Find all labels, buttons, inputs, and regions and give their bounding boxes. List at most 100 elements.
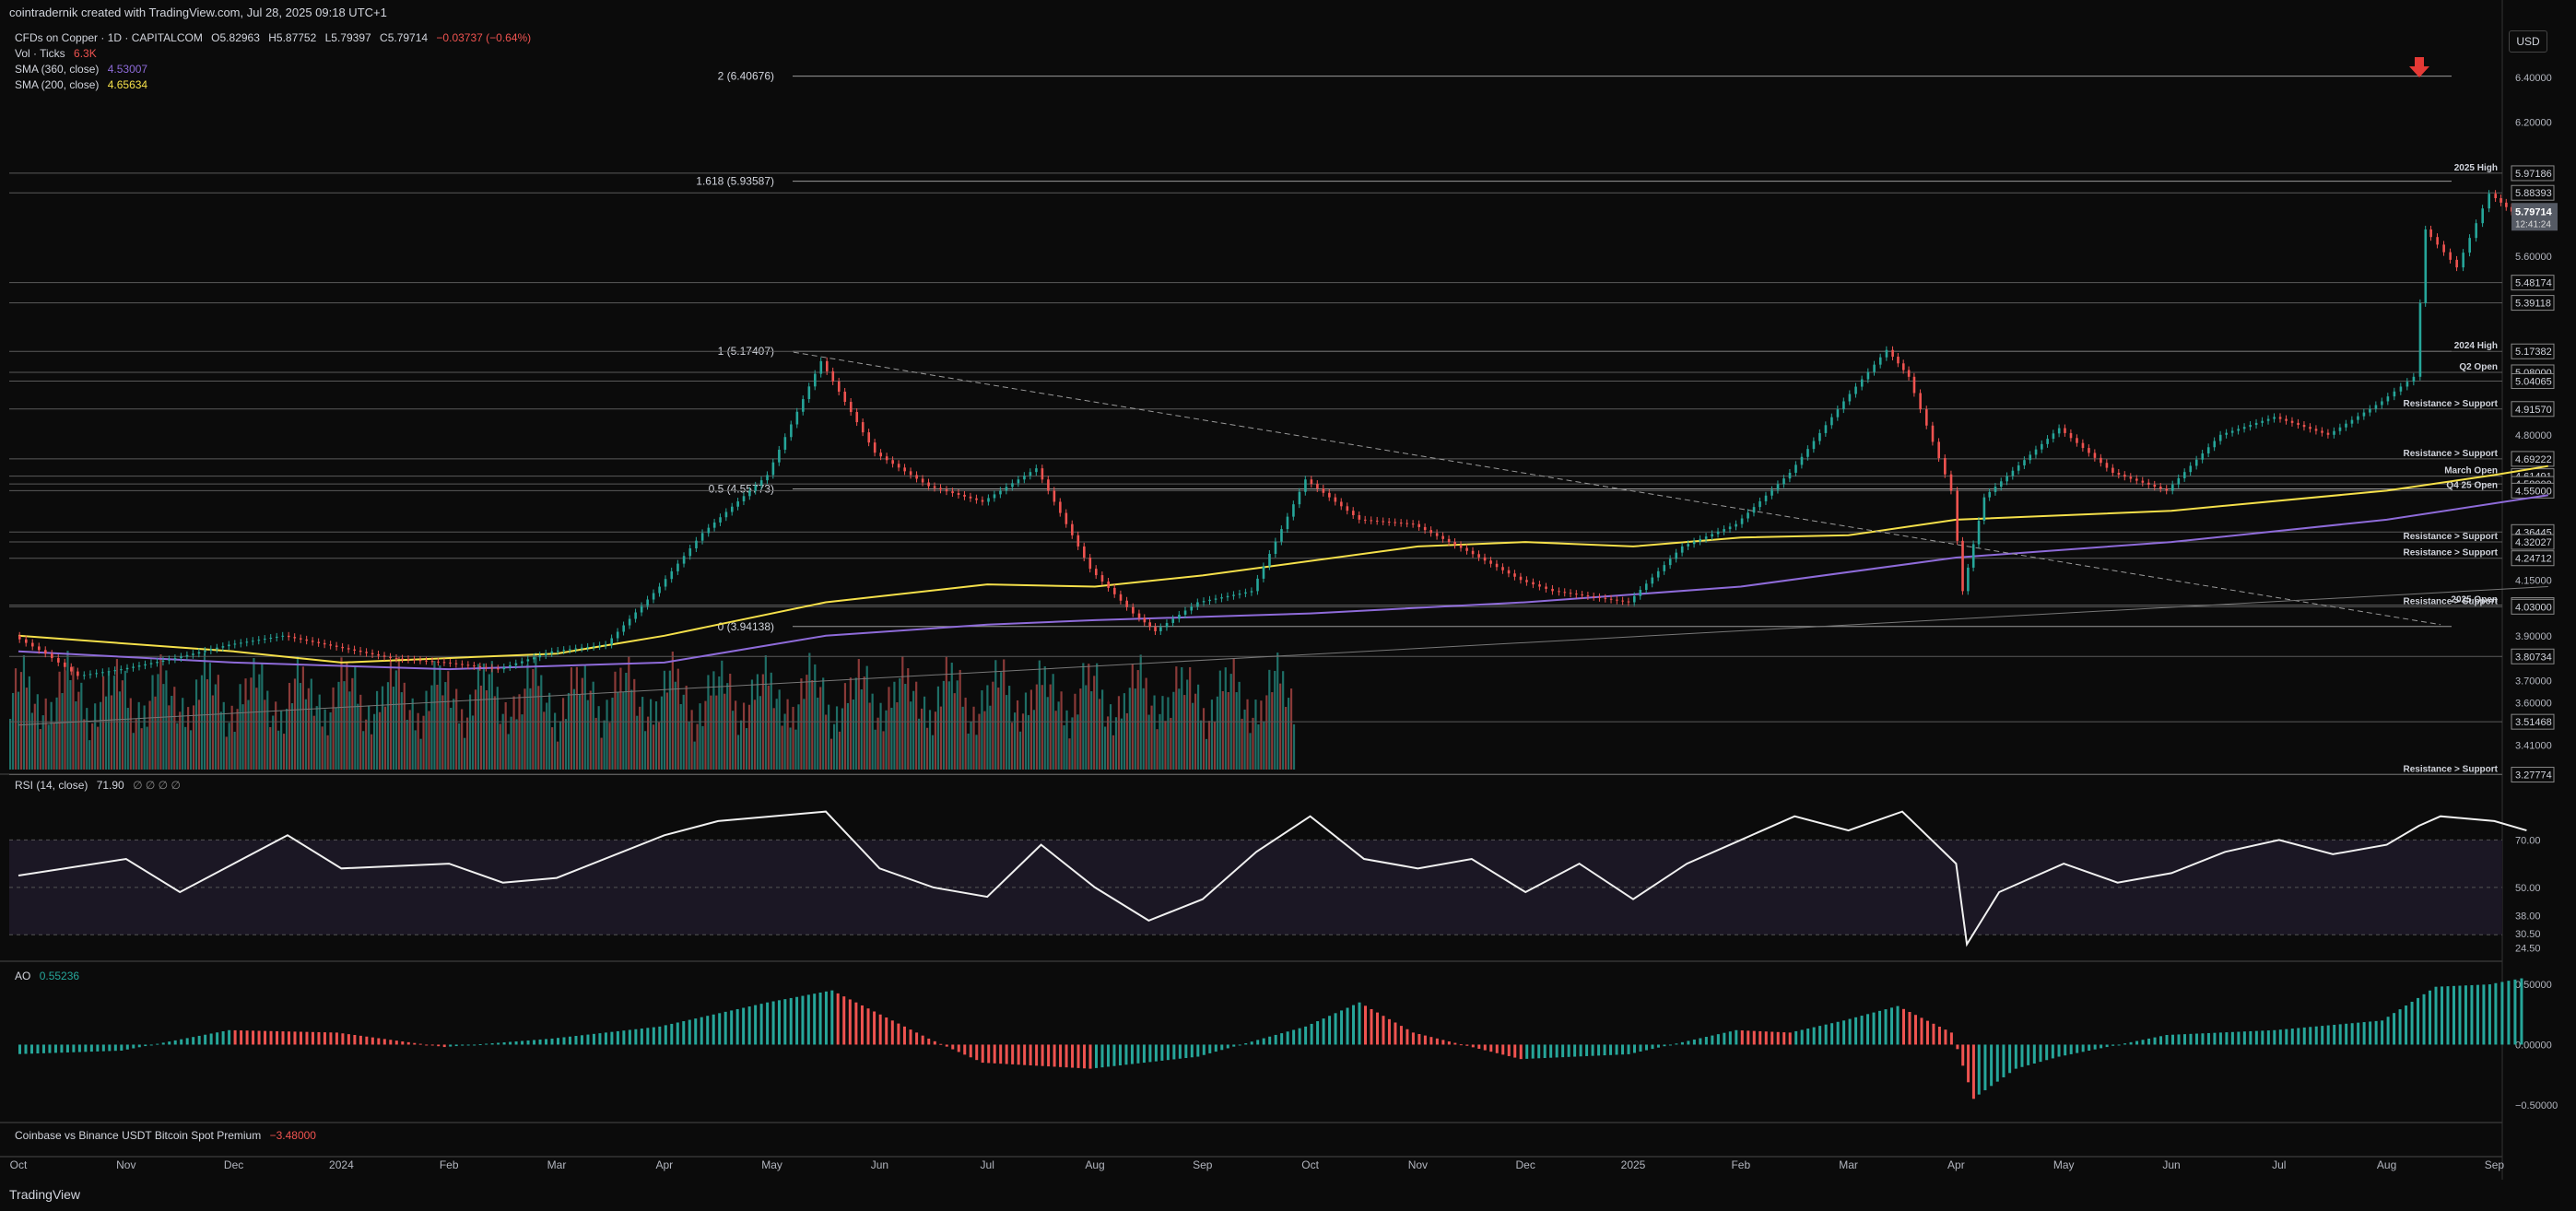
volume-bar (636, 715, 639, 770)
level-price-tag (2511, 165, 2555, 182)
ao-bar (2171, 1034, 2174, 1045)
level-price-text: 3.27774 (2515, 770, 2552, 782)
ao-bar (96, 1044, 100, 1052)
volume-bar (290, 703, 294, 770)
volume-bar (58, 671, 61, 770)
ao-bar (1627, 1044, 1630, 1054)
volume-bar (572, 688, 576, 770)
ao-bar (2386, 1017, 2390, 1045)
volume-bar (357, 703, 359, 770)
candle-body (1035, 468, 1038, 473)
candle-body (1358, 515, 1361, 520)
ao-bar (180, 1039, 183, 1045)
fib-level-label: 0.5 (4.55773) (709, 482, 774, 495)
ao-bar (347, 1034, 350, 1045)
volume-bar (182, 698, 184, 770)
ao-bar (568, 1036, 571, 1045)
rsi-extra: ∅ ∅ ∅ ∅ (133, 779, 181, 792)
premium-legend[interactable]: Coinbase vs Binance USDT Bitcoin Spot Pr… (15, 1129, 322, 1142)
volume-bar (1013, 712, 1017, 770)
time-axis-tick: Feb (440, 1158, 459, 1171)
volume-bar (679, 703, 682, 770)
ao-bar (1142, 1044, 1146, 1064)
ao-bar (406, 1041, 410, 1045)
level-label: Q2 Open (2459, 362, 2498, 372)
volume-bar (934, 711, 937, 770)
ao-bar (1322, 1018, 1325, 1045)
ao-bar (204, 1034, 207, 1045)
volume-bar (425, 690, 428, 770)
candle-body (1220, 597, 1223, 599)
volume-bar (285, 709, 288, 770)
ao-bar (1967, 1044, 1970, 1083)
ao-bar (478, 1044, 482, 1046)
ao-bar (2100, 1044, 2103, 1049)
candle-body (1569, 593, 1572, 594)
candle-body (1005, 487, 1008, 491)
ao-bar (2206, 1032, 2210, 1045)
ao-bar (430, 1044, 434, 1046)
ao-bar (766, 1002, 770, 1045)
volume-bar (665, 692, 668, 770)
volume-bar (9, 719, 12, 770)
candle-body (1483, 557, 1487, 561)
candle-body (604, 644, 607, 646)
volume-bar (899, 677, 901, 770)
ao-bar (1017, 1044, 1020, 1065)
volume-bar (36, 694, 39, 770)
volume-bar (368, 705, 371, 770)
ao-bar (209, 1033, 213, 1045)
volume-bar (1199, 720, 1203, 770)
sma200-legend[interactable]: SMA (200, close) 4.65634 (15, 78, 153, 91)
ao-bar (598, 1033, 602, 1045)
ao-bar (1663, 1044, 1666, 1047)
ao-bar (1441, 1040, 1445, 1045)
volume-bar (630, 689, 633, 770)
candle-body (861, 422, 865, 433)
rsi-legend[interactable]: RSI (14, close) 71.90 ∅ ∅ ∅ ∅ (15, 779, 186, 792)
ao-bar (2213, 1032, 2217, 1045)
time-axis-tick: Nov (116, 1158, 135, 1171)
volume-bar (321, 726, 323, 770)
candle-body (2105, 463, 2109, 468)
time-axis-tick: 2025 (1621, 1158, 1646, 1171)
volume-bar (1161, 696, 1164, 770)
candle-body (640, 606, 643, 613)
candle-body (1723, 529, 1725, 532)
candle-body (993, 494, 996, 499)
volume-bar (329, 711, 332, 770)
ao-bar (125, 1044, 129, 1050)
volume-bar (1189, 666, 1192, 770)
candle-body (329, 644, 333, 646)
volume-bar (194, 679, 198, 770)
volume-bar (718, 676, 721, 770)
volume-bar (712, 671, 715, 770)
volume-legend[interactable]: Vol · Ticks 6.3K (15, 47, 102, 60)
level-label: Resistance > Support (2403, 765, 2498, 775)
volume-bar (523, 688, 526, 770)
currency-button[interactable]: USD (2509, 30, 2547, 53)
ao-bar (509, 1041, 512, 1045)
ao-bar (1735, 1029, 1738, 1045)
candle-body (598, 645, 602, 647)
volume-bar (622, 691, 625, 770)
candle-body (44, 650, 47, 654)
ao-bar (1471, 1044, 1475, 1048)
ao-bar (574, 1036, 578, 1045)
ao-bar (1908, 1012, 1911, 1045)
ao-legend[interactable]: AO 0.55236 (15, 970, 85, 982)
sma360-legend[interactable]: SMA (360, close) 4.53007 (15, 63, 153, 76)
sma200-label: SMA (200, close) (15, 78, 100, 91)
ao-bar (36, 1044, 40, 1054)
candle-body (1375, 520, 1379, 522)
symbol-legend[interactable]: CFDs on Copper · 1D · CAPITALCOM O5.8296… (15, 31, 536, 44)
volume-bar (925, 727, 929, 770)
candle-body (568, 649, 571, 651)
ao-bar (101, 1044, 105, 1052)
ao-bar (2345, 1023, 2348, 1045)
candle-body (1586, 595, 1590, 597)
volume-bar (200, 675, 204, 770)
volume-bar (400, 692, 403, 770)
candle-body (31, 642, 34, 647)
